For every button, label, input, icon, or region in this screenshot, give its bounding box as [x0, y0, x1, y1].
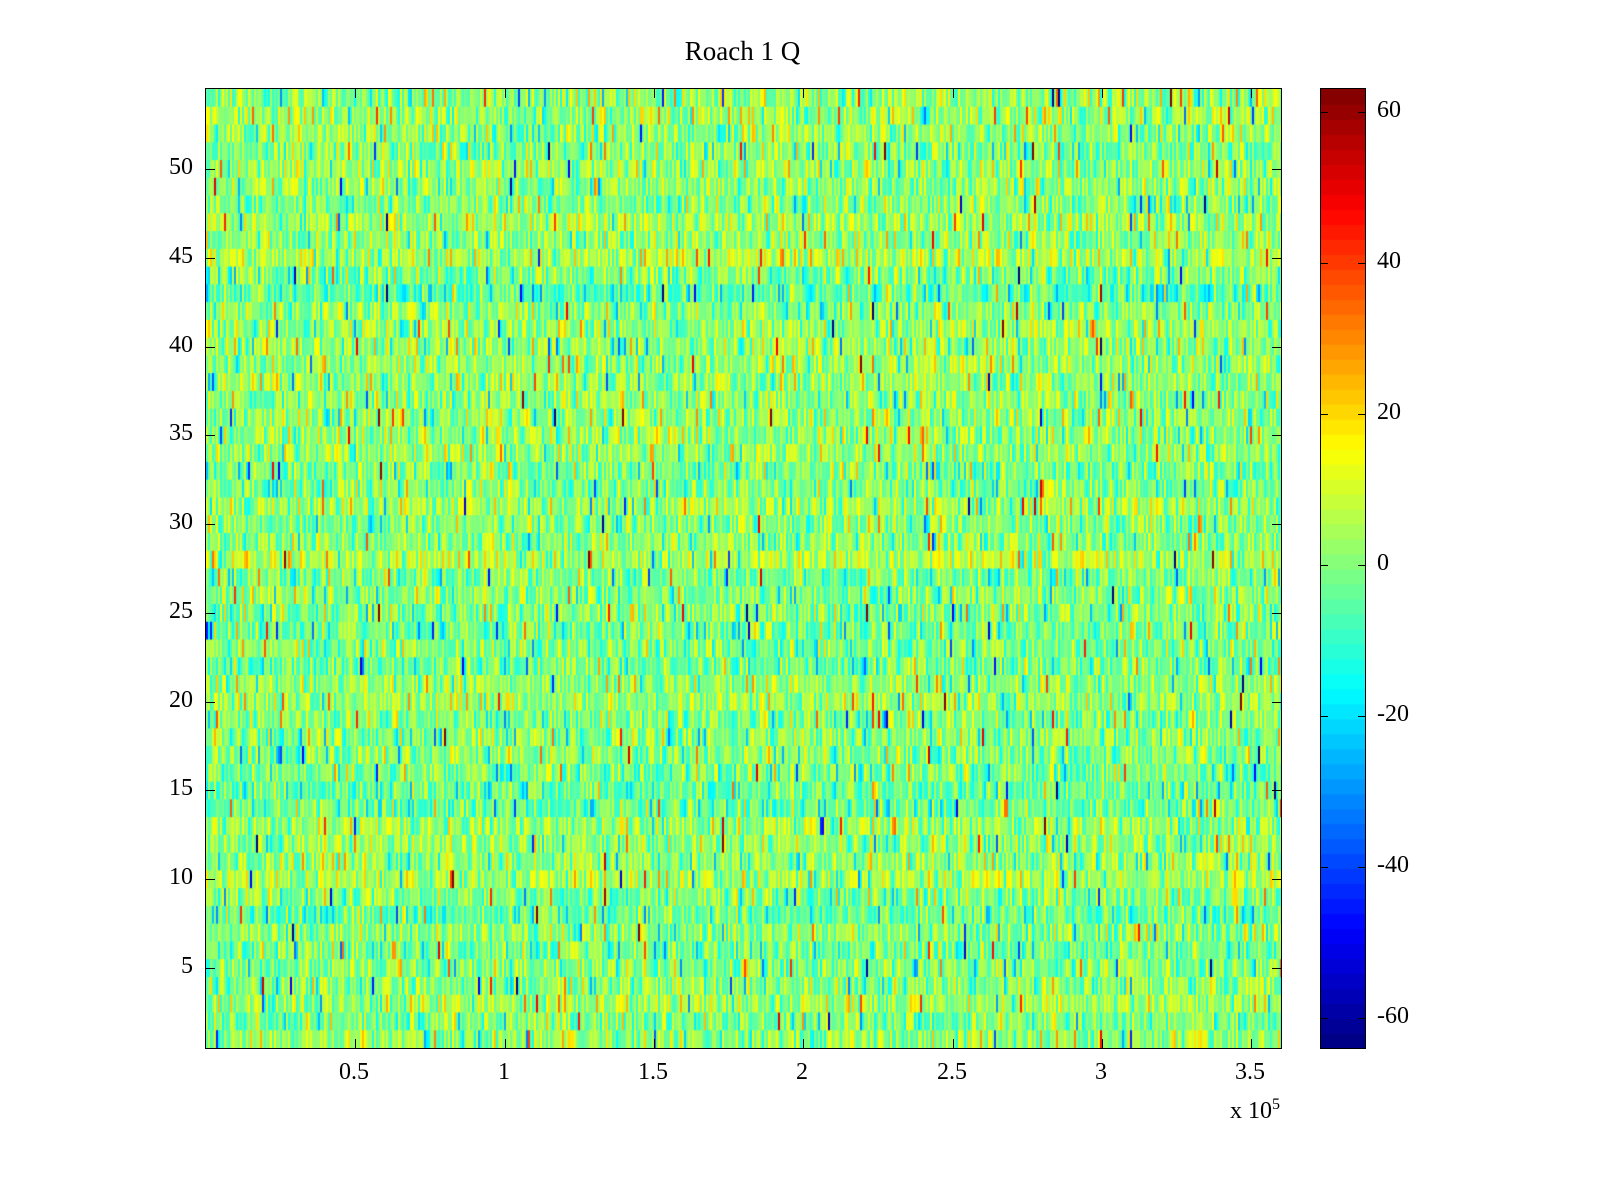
x-tick-label: 1.5 [638, 1059, 668, 1085]
colorbar-tick-label: -60 [1377, 1003, 1409, 1029]
y-tick-mark [206, 702, 215, 703]
chart-title: Roach 1 Q [684, 36, 801, 66]
x-tick-mark-top [1102, 89, 1103, 98]
y-tick-label: 20 [169, 687, 193, 713]
colorbar-tick-mark-left [1321, 867, 1328, 868]
y-tick-mark [206, 435, 215, 436]
colorbar-tick-mark-left [1321, 716, 1328, 717]
y-tick-label: 30 [169, 509, 193, 535]
colorbar-tick-mark-left [1321, 565, 1328, 566]
y-tick-mark-right [1272, 702, 1281, 703]
x-tick-mark-top [505, 89, 506, 98]
x-tick-label: 0.5 [339, 1059, 369, 1085]
colorbar [1320, 88, 1366, 1049]
x-multiplier-text: x 10 [1230, 1098, 1272, 1124]
colorbar-tick-mark [1358, 414, 1365, 415]
heatmap-canvas [206, 89, 1281, 1048]
x-tick-mark [654, 1039, 655, 1048]
y-tick-label: 50 [169, 154, 193, 180]
x-tick-mark-top [1251, 89, 1252, 98]
y-tick-mark-right [1272, 169, 1281, 170]
x-tick-mark [803, 1039, 804, 1048]
x-axis-multiplier: x 105 [1130, 1096, 1280, 1125]
y-tick-mark [206, 169, 215, 170]
colorbar-tick-mark [1358, 716, 1365, 717]
x-tick-mark [1251, 1039, 1252, 1048]
x-tick-label: 3 [1095, 1059, 1107, 1085]
colorbar-tick-mark [1358, 565, 1365, 566]
y-tick-label: 45 [169, 243, 193, 269]
colorbar-tick-label: 0 [1377, 550, 1389, 576]
y-tick-mark-right [1272, 790, 1281, 791]
y-tick-mark [206, 347, 215, 348]
colorbar-tick-label: 40 [1377, 248, 1401, 274]
y-tick-label: 5 [181, 953, 193, 979]
colorbar-tick-mark [1358, 867, 1365, 868]
colorbar-tick-label: -40 [1377, 852, 1409, 878]
colorbar-tick-mark-left [1321, 263, 1328, 264]
y-tick-mark-right [1272, 258, 1281, 259]
colorbar-tick-mark-left [1321, 112, 1328, 113]
x-tick-mark-top [654, 89, 655, 98]
colorbar-tick-mark [1358, 112, 1365, 113]
y-tick-mark [206, 968, 215, 969]
x-tick-mark [1102, 1039, 1103, 1048]
x-tick-label: 1 [498, 1059, 510, 1085]
x-tick-label: 2.5 [937, 1059, 967, 1085]
colorbar-tick-mark-left [1321, 414, 1328, 415]
colorbar-tick-label: -20 [1377, 701, 1409, 727]
x-tick-label: 3.5 [1235, 1059, 1265, 1085]
y-tick-mark [206, 613, 215, 614]
x-tick-mark [355, 1039, 356, 1048]
colorbar-tick-label: 60 [1377, 97, 1401, 123]
y-tick-mark-right [1272, 613, 1281, 614]
y-tick-mark-right [1272, 347, 1281, 348]
x-tick-mark [953, 1039, 954, 1048]
y-tick-mark [206, 790, 215, 791]
x-tick-mark-top [803, 89, 804, 98]
x-tick-mark [505, 1039, 506, 1048]
plot-area [205, 88, 1282, 1049]
y-tick-mark-right [1272, 968, 1281, 969]
colorbar-canvas [1321, 89, 1365, 1048]
y-tick-mark-right [1272, 879, 1281, 880]
x-tick-mark-top [953, 89, 954, 98]
y-tick-mark-right [1272, 435, 1281, 436]
y-tick-mark [206, 258, 215, 259]
y-tick-label: 10 [169, 864, 193, 890]
x-multiplier-exponent: 5 [1272, 1096, 1280, 1113]
y-tick-mark-right [1272, 524, 1281, 525]
colorbar-tick-mark [1358, 263, 1365, 264]
colorbar-tick-mark [1358, 1018, 1365, 1019]
x-tick-mark-top [355, 89, 356, 98]
y-tick-mark [206, 879, 215, 880]
y-tick-label: 15 [169, 775, 193, 801]
colorbar-tick-label: 20 [1377, 399, 1401, 425]
y-tick-label: 40 [169, 332, 193, 358]
y-tick-label: 25 [169, 598, 193, 624]
y-tick-mark [206, 524, 215, 525]
x-tick-label: 2 [796, 1059, 808, 1085]
y-tick-label: 35 [169, 420, 193, 446]
colorbar-tick-mark-left [1321, 1018, 1328, 1019]
